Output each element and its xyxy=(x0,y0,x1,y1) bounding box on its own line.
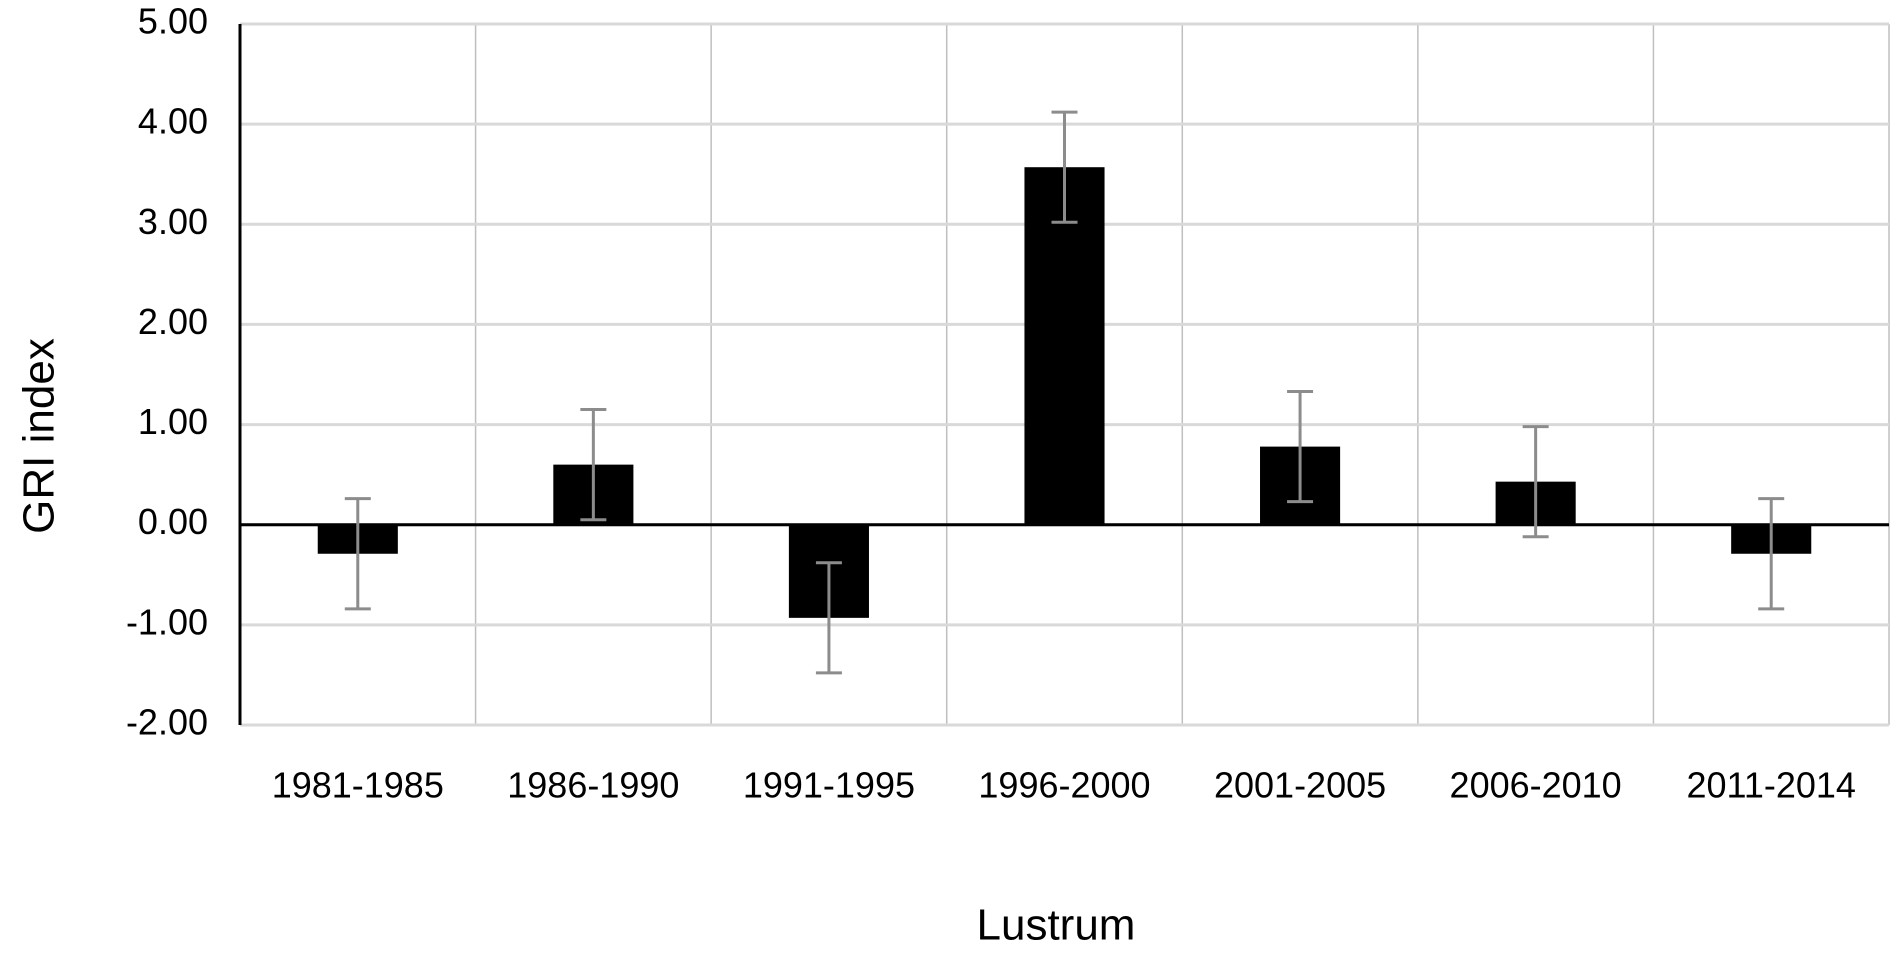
y-tick-label: 1.00 xyxy=(138,401,208,442)
error-bar xyxy=(1051,110,1078,224)
y-axis-label: GRI index xyxy=(15,338,64,534)
x-tick-label: 1996-2000 xyxy=(978,765,1150,806)
y-tick-label: -2.00 xyxy=(126,702,208,743)
error-bar xyxy=(1287,390,1314,504)
x-tick-label: 2001-2005 xyxy=(1214,765,1386,806)
x-tick-label: 1981-1985 xyxy=(272,765,444,806)
y-tick-label: 5.00 xyxy=(138,1,208,42)
error-bar xyxy=(580,408,607,522)
y-tick-label: 4.00 xyxy=(138,101,208,142)
x-tick-label: 1986-1990 xyxy=(507,765,679,806)
bar xyxy=(1024,167,1105,525)
x-tick-label: 2011-2014 xyxy=(1686,765,1856,806)
x-axis-label: Lustrum xyxy=(977,901,1136,950)
y-tick-label: -1.00 xyxy=(126,601,208,642)
x-tick-label: 1991-1995 xyxy=(743,765,915,806)
error-bar xyxy=(344,497,371,611)
y-tick-label: 2.00 xyxy=(138,301,208,342)
y-tick-label: 3.00 xyxy=(138,201,208,242)
error-bar xyxy=(1758,497,1785,611)
error-bar xyxy=(1522,425,1549,539)
error-bar xyxy=(815,561,842,675)
y-tick-label: 0.00 xyxy=(138,501,208,542)
x-tick-label: 2006-2010 xyxy=(1450,765,1622,806)
